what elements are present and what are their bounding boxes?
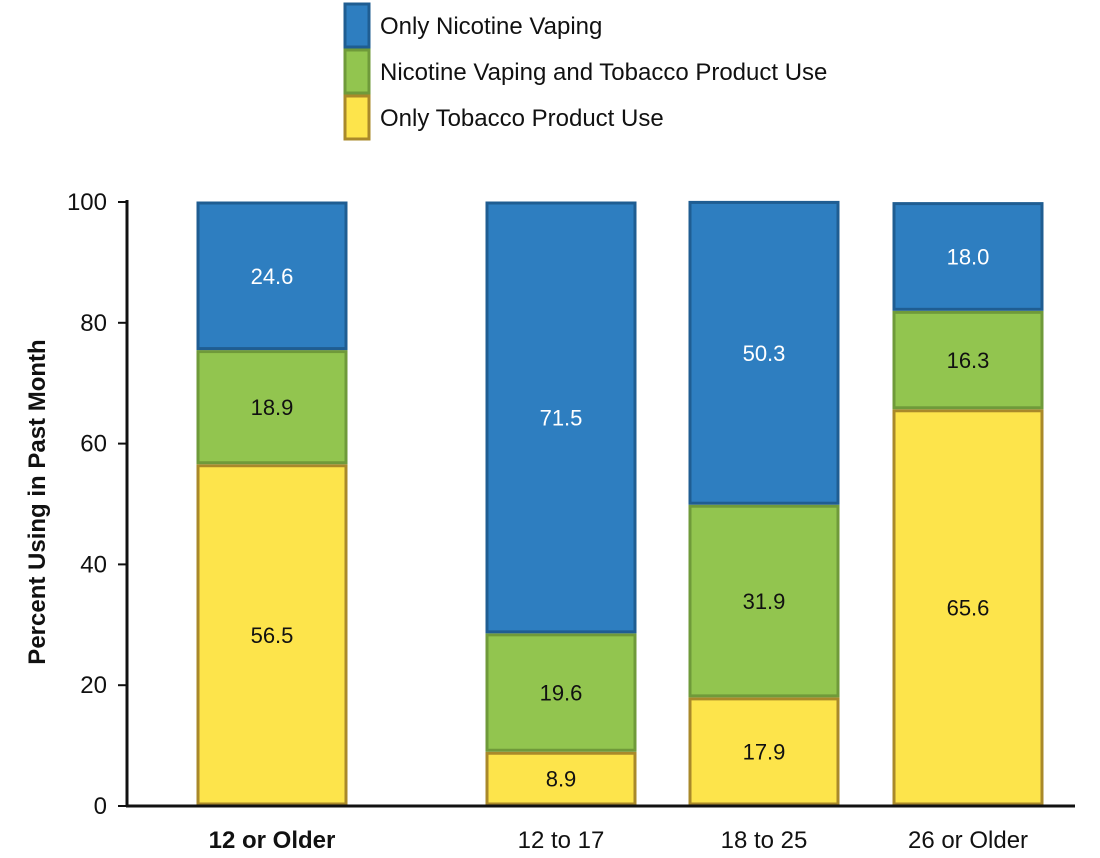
bar-segment-only-tobacco-product-use xyxy=(485,751,637,806)
bar-segment-nicotine-vaping-and-tobacco-product-use xyxy=(688,504,840,698)
legend-label: Only Tobacco Product Use xyxy=(380,105,664,132)
data-label: 24.6 xyxy=(251,264,294,289)
y-axis-ticks: 0 20 40 60 80 100 xyxy=(67,189,127,820)
x-category-label: 12 to 17 xyxy=(518,827,605,854)
y-tick-label: 100 xyxy=(67,189,107,216)
y-axis-title: Percent Using in Past Month xyxy=(24,339,51,664)
bar-segment-nicotine-vaping-and-tobacco-product-use xyxy=(196,350,348,465)
legend-swatch xyxy=(343,2,371,49)
bar-segment-only-nicotine-vaping xyxy=(688,200,840,505)
legend-swatch xyxy=(343,48,371,95)
data-label: 65.6 xyxy=(947,595,990,620)
x-category-label: 26 or Older xyxy=(908,827,1028,854)
bar-segment-only-tobacco-product-use xyxy=(892,409,1044,806)
data-label: 8.9 xyxy=(546,767,577,792)
data-label: 17.9 xyxy=(743,739,786,764)
bar-stack-12-or-older: 56.5 18.9 24.6 xyxy=(196,201,348,806)
bar-segment-only-nicotine-vaping xyxy=(196,201,348,351)
y-tick-label: 60 xyxy=(80,431,107,458)
legend-label: Only Nicotine Vaping xyxy=(380,13,602,40)
bar-segment-nicotine-vaping-and-tobacco-product-use xyxy=(892,310,1044,410)
data-label: 18.0 xyxy=(947,244,990,269)
legend-item-nicotine-vaping-and-tobacco-product-use: Nicotine Vaping and Tobacco Product Use xyxy=(343,48,827,95)
legend-item-only-tobacco-product-use: Only Tobacco Product Use xyxy=(343,94,664,141)
y-tick-label: 20 xyxy=(80,672,107,699)
bars: 56.5 18.9 24.6 8.9 19.6 71.5 17.9 31.9 50.3 65.6 1… xyxy=(196,200,1044,806)
data-label: 19.6 xyxy=(540,681,583,706)
legend: Only Nicotine Vaping Nicotine Vaping and … xyxy=(343,2,827,141)
legend-label: Nicotine Vaping and Tobacco Product Use xyxy=(380,59,827,86)
data-label: 18.9 xyxy=(251,395,294,420)
bar-stack-12-to-17: 8.9 19.6 71.5 xyxy=(485,201,637,806)
x-axis-categories: 12 or Older 12 to 17 18 to 25 26 or Older xyxy=(209,827,1028,854)
y-tick-label: 80 xyxy=(80,310,107,337)
data-label: 71.5 xyxy=(540,405,583,430)
y-tick-label: 0 xyxy=(94,793,107,820)
data-label: 16.3 xyxy=(947,348,990,373)
legend-item-only-nicotine-vaping: Only Nicotine Vaping xyxy=(343,2,602,49)
legend-swatch xyxy=(343,94,371,141)
bar-segment-only-tobacco-product-use xyxy=(196,464,348,806)
data-label: 50.3 xyxy=(743,341,786,366)
bar-stack-26-or-older: 65.6 16.3 18.0 xyxy=(892,202,1044,806)
bar-segment-nicotine-vaping-and-tobacco-product-use xyxy=(485,633,637,752)
y-tick-label: 40 xyxy=(80,551,107,578)
bar-segment-only-nicotine-vaping xyxy=(892,202,1044,311)
data-label: 56.5 xyxy=(251,623,294,648)
data-label: 31.9 xyxy=(743,589,786,614)
bar-segment-only-nicotine-vaping xyxy=(485,201,637,634)
bar-stack-18-to-25: 17.9 31.9 50.3 xyxy=(688,200,840,806)
bar-segment-only-tobacco-product-use xyxy=(688,697,840,806)
x-category-label: 12 or Older xyxy=(209,827,336,854)
x-category-label: 18 to 25 xyxy=(721,827,808,854)
